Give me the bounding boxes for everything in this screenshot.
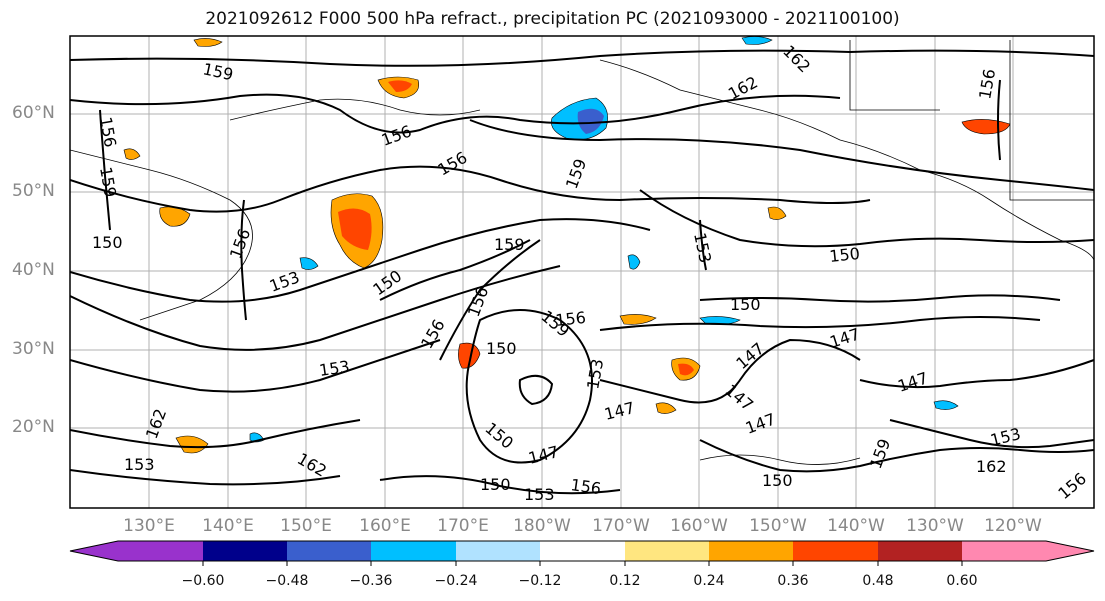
contour-label: 150 [92, 233, 123, 252]
colorbar-segment [203, 541, 287, 561]
lon-label: 150°E [280, 516, 332, 536]
colorbar-ticks [202, 561, 963, 566]
colorbar-tick-label: 0.36 [777, 573, 809, 589]
lon-label: 130°W [906, 516, 964, 536]
colorbar-segment [118, 541, 203, 561]
contour-label: 153 [524, 485, 555, 504]
lon-label: 160°E [359, 516, 411, 536]
precip-blob [577, 108, 604, 134]
colorbar-segment [287, 541, 371, 561]
colorbar-tick-label: −0.24 [434, 573, 478, 589]
colorbar-segment [540, 541, 625, 561]
colorbar-segment [878, 541, 962, 561]
colorbar-outline [69, 540, 1095, 562]
lat-label: 30°N [12, 339, 55, 359]
precip-blob [678, 363, 694, 376]
contour-label: 162 [976, 457, 1007, 476]
lon-label: 170°W [592, 516, 650, 536]
colorbar-segment [709, 541, 793, 561]
contour-label: 150 [480, 475, 511, 494]
colorbar-segment [625, 541, 709, 561]
colorbar-tick-label: 0.12 [609, 573, 641, 589]
colorbar-segment [793, 541, 878, 561]
map-frame [69, 35, 1095, 509]
lon-label: 140°E [202, 516, 254, 536]
precip-blob [655, 402, 677, 414]
colorbar-tick-label: −0.60 [181, 573, 225, 589]
lon-label: 170°E [437, 516, 489, 536]
colorbar-tick-label: −0.36 [349, 573, 393, 589]
lon-label: 150°W [749, 516, 807, 536]
colorbar-segment [456, 541, 540, 561]
lon-label: 160°W [670, 516, 728, 536]
lat-label: 50°N [12, 181, 55, 201]
precip-blob [619, 314, 657, 325]
colorbar-tick-label: −0.12 [518, 573, 562, 589]
contour-label: 150 [730, 295, 761, 314]
lon-label: 180°W [513, 516, 571, 536]
lon-label: 130°E [123, 516, 175, 536]
colorbar-tick-label: 0.60 [946, 573, 978, 589]
lat-label: 40°N [12, 260, 55, 280]
precip-blob [338, 208, 372, 250]
lat-label: 20°N [12, 417, 55, 437]
colorbar-min-arrow [70, 541, 118, 561]
contour-label: 153 [318, 357, 351, 380]
precip-blob [933, 400, 959, 410]
precip-blob [767, 206, 787, 220]
map-title: 2021092612 F000 500 hPa refract., precip… [205, 9, 900, 29]
precip-blob [123, 148, 141, 160]
colorbar-segment [371, 541, 456, 561]
colorbar-segment [962, 541, 1046, 561]
precip-blob [299, 257, 319, 270]
colorbar-tick-label: 0.48 [862, 573, 894, 589]
colorbar-tick-label: −0.48 [265, 573, 309, 589]
contour-lines [70, 49, 1094, 495]
contour-label: 159 [494, 235, 525, 254]
precip-blob [193, 38, 223, 47]
precip-blob [627, 254, 641, 270]
colorbar-max-arrow [1046, 541, 1094, 561]
colorbar [69, 540, 1095, 566]
contour-label: 156 [554, 308, 586, 330]
lon-label: 120°W [984, 516, 1042, 536]
precip-fills [123, 36, 1011, 454]
precip-blob [175, 435, 209, 454]
precip-blob [388, 80, 412, 92]
contour-label: 153 [124, 455, 155, 474]
lat-label: 60°N [12, 103, 55, 123]
colorbar-tick-label: 0.24 [693, 573, 725, 589]
contour-label: 156 [569, 475, 602, 498]
lon-label: 140°W [827, 516, 885, 536]
contour-label: 150 [828, 244, 860, 266]
contour-label: 150 [486, 339, 517, 358]
contour-label: 150 [762, 471, 793, 490]
